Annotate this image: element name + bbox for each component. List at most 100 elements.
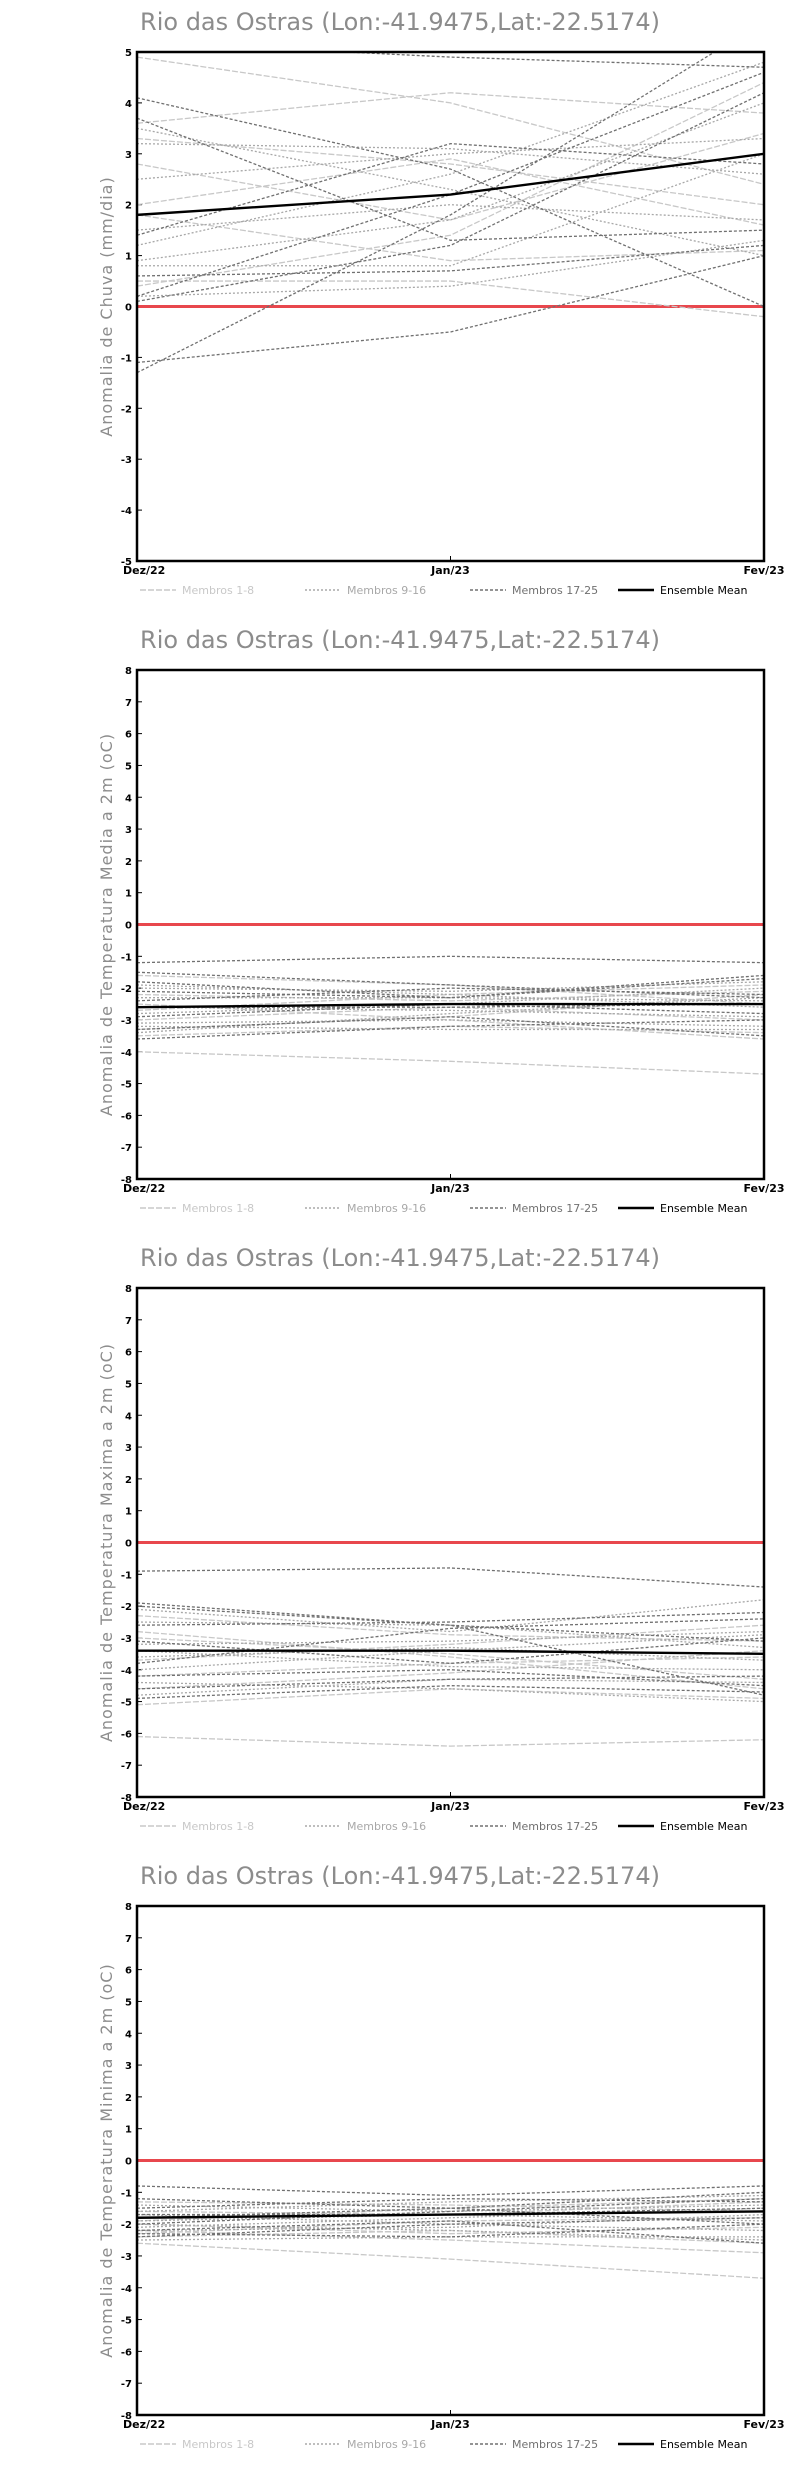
member-line-14-medium [137, 153, 764, 267]
plot-frame [135, 668, 766, 1181]
x-tick-label: Fev/23 [743, 2418, 784, 2431]
legend-label-medium: Membros 9-16 [347, 584, 426, 597]
y-tick-label: -4 [121, 1666, 132, 1677]
plot-frame [135, 50, 766, 563]
member-line-16-medium [137, 1025, 764, 1031]
series-group [137, 2185, 764, 2279]
y-tick-label: 4 [125, 2029, 132, 2040]
legend-label-medium: Membros 9-16 [347, 1202, 426, 1215]
member-line-8-light [137, 1630, 764, 1690]
member-line-11-medium [137, 204, 764, 231]
member-line-14-medium [137, 1599, 764, 1633]
member-line-20-dark [137, 2198, 764, 2209]
member-line-22-dark [137, 117, 764, 241]
member-line-5-light [137, 974, 764, 1005]
member-line-16-medium [137, 1646, 764, 1661]
x-tick-label: Jan/23 [430, 1800, 470, 1813]
chart-panel-3: Rio das Ostras (Lon:-41.9475,Lat:-22.517… [97, 1244, 785, 1833]
member-line-12-medium [137, 2204, 764, 2213]
y-tick-label: 1 [125, 1507, 132, 1518]
member-line-6-light [137, 1650, 764, 1690]
series-group [137, 1567, 764, 1747]
y-tick-label: -2 [121, 404, 132, 415]
member-line-23-dark [137, 1669, 764, 1687]
y-tick-label: -3 [121, 2252, 132, 2263]
y-tick-label: -3 [121, 1016, 132, 1027]
y-tick-label: 7 [125, 1316, 132, 1327]
member-line-7-light [137, 280, 764, 318]
y-tick-label: 2 [125, 857, 132, 868]
y-tick-label: 8 [125, 1902, 132, 1913]
y-tick-label: 3 [125, 825, 132, 836]
y-tick-label: 1 [125, 2125, 132, 2136]
x-tick-label: Dez/22 [123, 564, 165, 577]
member-line-25-dark [137, 2223, 764, 2238]
y-tick-label: 6 [125, 1966, 132, 1977]
y-tick-label: 0 [125, 1539, 132, 1550]
y-tick-label: -2 [121, 984, 132, 995]
member-line-8-light [137, 2217, 764, 2235]
legend-label-mean: Ensemble Mean [660, 1202, 747, 1215]
member-line-8-light [137, 158, 764, 226]
y-tick-label: 6 [125, 730, 132, 741]
y-tick-label: -1 [121, 952, 132, 963]
member-line-19-dark [137, 71, 764, 297]
plot-frame [135, 1286, 766, 1799]
member-line-1-light [137, 1735, 764, 1747]
member-line-20-dark [137, 97, 764, 308]
y-tick-label: -6 [121, 1729, 132, 1740]
member-line-6-light [137, 993, 764, 1031]
member-line-15-medium [137, 137, 764, 180]
member-line-10-medium [137, 1650, 764, 1671]
x-tick-label: Dez/22 [123, 1182, 165, 1195]
member-line-17-dark [137, 2185, 764, 2197]
member-line-4-light [137, 81, 764, 287]
member-line-1-light [137, 1051, 764, 1075]
y-tick-label: -7 [121, 2379, 132, 2390]
member-line-2-light [137, 132, 764, 221]
member-line-17-dark [137, 955, 764, 964]
member-line-13-medium [137, 997, 764, 1034]
member-line-5-light [137, 1615, 764, 1642]
member-line-20-dark [137, 1003, 764, 1018]
legend-label-dark: Membros 17-25 [512, 1820, 598, 1833]
member-line-19-dark [137, 2217, 764, 2238]
member-line-11-medium [137, 2236, 764, 2241]
member-line-9-medium [137, 142, 764, 175]
member-line-24-dark [137, 2207, 764, 2216]
chart-title: Rio das Ostras (Lon:-41.9475,Lat:-22.517… [140, 1244, 660, 1272]
member-line-8-light [137, 1003, 764, 1040]
y-tick-label: 7 [125, 1934, 132, 1945]
legend-label-dark: Membros 17-25 [512, 2438, 598, 2451]
y-tick-label: 5 [125, 761, 132, 772]
member-line-14-medium [137, 2213, 764, 2232]
y-axis-label: Anomalia de Temperatura Maxima a 2m (oC) [97, 1343, 116, 1742]
member-line-6-light [137, 2223, 764, 2235]
y-tick-label: -4 [121, 2284, 132, 2295]
chart-panel-2: Rio das Ostras (Lon:-41.9475,Lat:-22.517… [97, 626, 785, 1215]
y-axis-label: Anomalia de Temperatura Minima a 2m (oC) [97, 1963, 116, 2357]
member-line-12-medium [137, 1678, 764, 1696]
y-tick-label: 4 [125, 793, 132, 804]
member-line-15-medium [137, 2194, 764, 2213]
y-tick-label: -6 [121, 1111, 132, 1122]
member-line-12-medium [137, 997, 764, 1002]
y-tick-label: 4 [125, 99, 132, 110]
ensemble-mean-line [137, 1002, 764, 1009]
y-tick-label: 3 [125, 2061, 132, 2072]
member-line-12-medium [137, 239, 764, 297]
member-line-23-dark [137, 142, 764, 236]
y-tick-label: 4 [125, 1411, 132, 1422]
member-line-10-medium [137, 102, 764, 262]
y-axis-label: Anomalia de Temperatura Media a 2m (oC) [97, 733, 116, 1116]
legend-label-dark: Membros 17-25 [512, 584, 598, 597]
legend-label-mean: Ensemble Mean [660, 1820, 747, 1833]
chart-title: Rio das Ostras (Lon:-41.9475,Lat:-22.517… [140, 1862, 660, 1890]
member-line-6-light [137, 137, 764, 206]
x-tick-label: Fev/23 [743, 1800, 784, 1813]
member-line-7-light [137, 1624, 764, 1661]
member-line-13-medium [137, 127, 764, 257]
member-line-15-medium [137, 1006, 764, 1018]
y-tick-label: 3 [125, 1443, 132, 1454]
